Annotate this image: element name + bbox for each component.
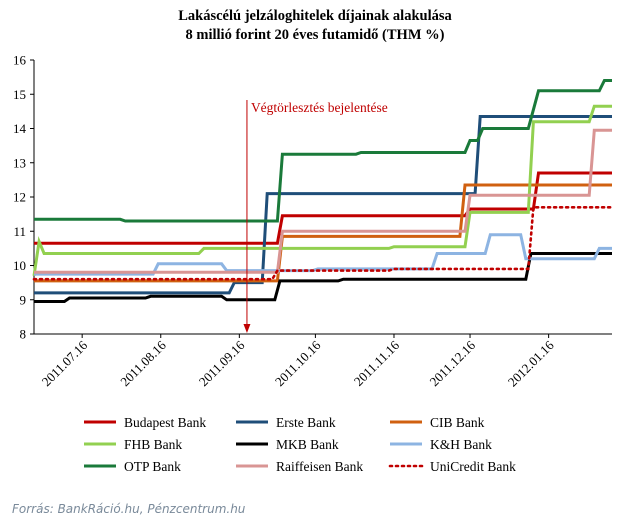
series-line-fhb-bank bbox=[32, 104, 612, 277]
series-line-erste-bank bbox=[34, 115, 612, 295]
legend-label: CIB Bank bbox=[430, 415, 485, 430]
legend-label: Raiffeisen Bank bbox=[276, 459, 363, 474]
y-tick-label: 8 bbox=[20, 327, 27, 342]
y-tick-label: 11 bbox=[13, 224, 26, 239]
legend-label: UniCredit Bank bbox=[430, 459, 516, 474]
legend: Budapest Bank Erste Bank CIB Bank FHB Bank M… bbox=[84, 415, 516, 474]
legend-label: K&H Bank bbox=[430, 437, 492, 452]
x-tick-label: 2011.10.16 bbox=[272, 337, 324, 389]
x-tick-label: 2011.07.16 bbox=[39, 337, 91, 389]
x-tick-label: 2011.11.16 bbox=[351, 337, 403, 389]
series-line-unicredit-bank bbox=[32, 206, 614, 281]
annotation-label: Végtörlesztés bejelentése bbox=[251, 100, 388, 115]
series-line-cib-bank bbox=[34, 183, 612, 283]
legend-label: MKB Bank bbox=[276, 437, 339, 452]
y-tick-label: 12 bbox=[13, 190, 26, 205]
series-line-mkb-bank bbox=[34, 252, 612, 303]
chart-title: Lakáscélú jelzáloghitelek díjainak alaku… bbox=[178, 8, 452, 24]
x-tick-label: 2011.12.16 bbox=[427, 337, 479, 389]
y-tick-label: 14 bbox=[13, 121, 27, 136]
series-line-otp-bank bbox=[34, 79, 612, 223]
series-line-k-h-bank bbox=[34, 233, 612, 276]
legend-label: OTP Bank bbox=[124, 459, 181, 474]
y-tick-label: 13 bbox=[13, 155, 26, 170]
x-tick-label: 2011.09.16 bbox=[196, 337, 248, 389]
y-tick-label: 9 bbox=[20, 292, 27, 307]
x-tick-label: 2012.01.16 bbox=[505, 337, 557, 389]
y-tick-label: 10 bbox=[13, 258, 26, 273]
y-tick-label: 16 bbox=[13, 53, 27, 68]
source-note: Forrás: BankRáció.hu, Pénzcentrum.hu bbox=[12, 502, 246, 516]
series-line-raiffeisen-bank bbox=[34, 128, 612, 274]
annotation-arrowhead bbox=[243, 324, 251, 333]
annotation-layer: Végtörlesztés bejelentése bbox=[243, 100, 388, 333]
y-tick-label: 15 bbox=[13, 87, 26, 102]
series-layer bbox=[32, 79, 614, 303]
legend-label: Erste Bank bbox=[276, 415, 336, 430]
chart-subtitle: 8 millió forint 20 éves futamidő (THM %) bbox=[186, 27, 445, 43]
legend-label: Budapest Bank bbox=[124, 415, 206, 430]
x-tick-label: 2011.08.16 bbox=[117, 337, 169, 389]
legend-label: FHB Bank bbox=[124, 437, 182, 452]
